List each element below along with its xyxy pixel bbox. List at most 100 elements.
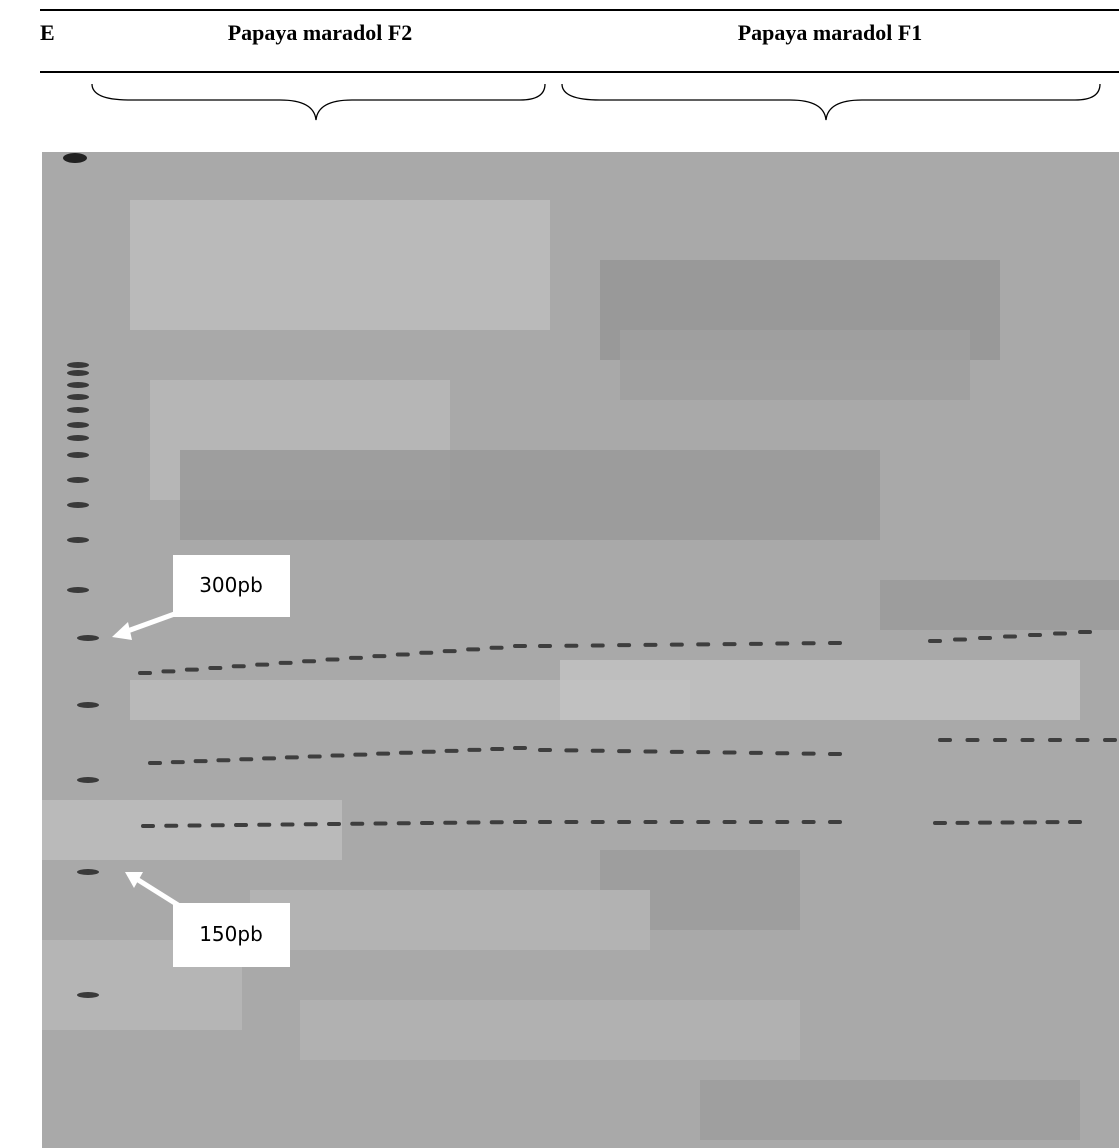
- sample-band: [234, 823, 248, 827]
- sample-band: [422, 750, 436, 754]
- sample-band: [490, 747, 504, 751]
- sample-band: [396, 652, 410, 656]
- sample-band: [1028, 633, 1042, 637]
- sample-band: [353, 753, 367, 757]
- sample-band: [443, 649, 457, 653]
- sample-band: [696, 642, 710, 646]
- sample-band: [828, 641, 842, 645]
- sample-band: [749, 751, 763, 755]
- sample-band: [419, 651, 433, 655]
- sample-band: [538, 644, 552, 648]
- gel-patch: [130, 200, 550, 330]
- sample-band: [993, 738, 1007, 742]
- sample-band: [188, 824, 202, 828]
- gel-image: [42, 152, 1119, 1148]
- sample-band: [467, 748, 481, 752]
- sample-band: [161, 669, 175, 673]
- sample-band: [933, 821, 947, 825]
- sample-band: [327, 822, 341, 826]
- sample-band: [564, 820, 578, 824]
- page: E Papaya maradol F2 Papaya maradol F1 30…: [0, 0, 1119, 1148]
- sample-band: [185, 668, 199, 672]
- brace: [562, 84, 1100, 120]
- sample-band: [211, 823, 225, 827]
- sample-band: [374, 822, 388, 826]
- sample-band: [749, 820, 763, 824]
- sample-band: [304, 822, 318, 826]
- sample-band: [255, 663, 269, 667]
- sample-band: [399, 751, 413, 755]
- ladder-band: [67, 502, 89, 508]
- sample-band: [670, 820, 684, 824]
- sample-band: [966, 738, 980, 742]
- sample-band: [239, 757, 253, 761]
- sample-band: [1078, 630, 1092, 634]
- sample-band: [138, 671, 152, 675]
- sample-band: [723, 751, 737, 755]
- sample-band: [490, 646, 504, 650]
- size-label: 150pb: [199, 922, 263, 946]
- sample-band: [376, 752, 390, 756]
- sample-band: [216, 758, 230, 762]
- sample-band: [1076, 738, 1090, 742]
- sample-band: [591, 820, 605, 824]
- sample-band: [513, 746, 527, 750]
- sample-band: [564, 644, 578, 648]
- ladder-band: [77, 869, 99, 875]
- sample-band: [564, 748, 578, 752]
- ladder-band: [67, 382, 89, 388]
- ladder-band: [77, 777, 99, 783]
- ladder-band: [67, 477, 89, 483]
- sample-band: [171, 760, 185, 764]
- well-mark: [63, 153, 87, 163]
- sample-band: [466, 647, 480, 651]
- sample-band: [513, 644, 527, 648]
- brace: [92, 84, 545, 120]
- sample-band: [775, 642, 789, 646]
- sample-band: [281, 823, 295, 827]
- sample-band: [1068, 820, 1082, 824]
- sample-band: [262, 756, 276, 760]
- ladder-band: [67, 394, 89, 400]
- sample-band: [828, 820, 842, 824]
- ladder-band: [67, 362, 89, 368]
- gel-patch: [700, 1080, 1080, 1140]
- sample-band: [670, 643, 684, 647]
- sample-band: [467, 821, 481, 825]
- sample-band: [285, 755, 299, 759]
- sample-band: [1053, 632, 1067, 636]
- sample-band: [445, 749, 459, 753]
- sample-band: [723, 642, 737, 646]
- group-label: Papaya maradol F1: [738, 20, 923, 45]
- sample-band: [696, 820, 710, 824]
- sample-band: [208, 666, 222, 670]
- sample-band: [350, 822, 364, 826]
- sample-band: [617, 749, 631, 753]
- sample-band: [802, 752, 816, 756]
- sample-band: [928, 639, 942, 643]
- sample-band: [141, 824, 155, 828]
- ladder-band: [67, 452, 89, 458]
- sample-band: [397, 821, 411, 825]
- sample-band: [148, 761, 162, 765]
- sample-band: [1103, 738, 1117, 742]
- ladder-band: [67, 537, 89, 543]
- sample-band: [643, 820, 657, 824]
- ladder-band: [67, 370, 89, 376]
- gel-patch: [300, 1000, 800, 1060]
- sample-band: [643, 643, 657, 647]
- sample-band: [1001, 821, 1015, 825]
- ladder-band: [77, 702, 99, 708]
- sample-band: [331, 754, 345, 758]
- sample-band: [828, 752, 842, 756]
- ladder-band: [67, 422, 89, 428]
- lane-label: E: [40, 20, 55, 45]
- sample-band: [956, 821, 970, 825]
- sample-band: [978, 821, 992, 825]
- sample-band: [538, 820, 552, 824]
- sample-band: [802, 641, 816, 645]
- gel-patch: [880, 580, 1119, 630]
- sample-band: [670, 750, 684, 754]
- gel-patch: [560, 660, 1080, 720]
- ladder-band: [67, 587, 89, 593]
